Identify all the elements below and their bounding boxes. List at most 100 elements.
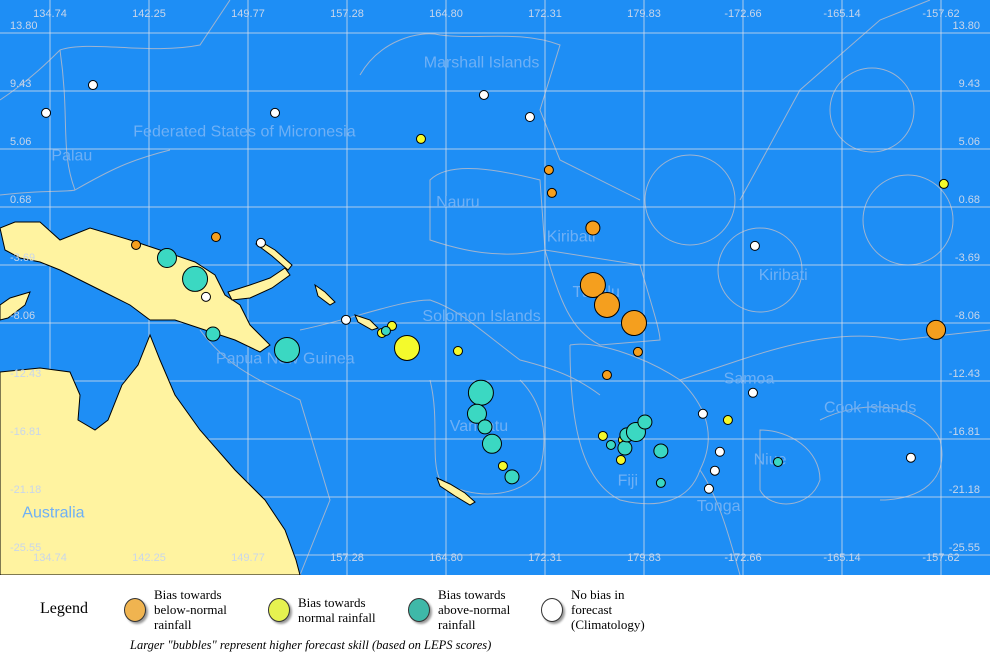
landmasses bbox=[0, 221, 476, 575]
latitude-label: 5.06 bbox=[10, 136, 31, 148]
station-bubble-none bbox=[255, 237, 266, 248]
legend-item-below-normal: Bias towards below-normal rainfall bbox=[124, 587, 227, 632]
station-bubble-below bbox=[620, 310, 647, 336]
longitude-label: 134.74 bbox=[33, 552, 67, 564]
new-britain bbox=[227, 267, 291, 301]
station-bubble-above bbox=[380, 325, 391, 336]
country-label: Palau bbox=[51, 147, 92, 164]
latitude-label: 5.06 bbox=[959, 136, 980, 148]
station-bubble-below bbox=[546, 187, 557, 198]
station-bubble-below bbox=[632, 346, 643, 357]
station-bubble-normal bbox=[938, 178, 949, 189]
station-bubble-normal bbox=[722, 415, 733, 426]
legend-item-above-normal: Bias towards above-normal rainfall bbox=[408, 587, 510, 632]
country-label: Marshall Islands bbox=[424, 55, 540, 72]
longitude-label: -157.62 bbox=[922, 8, 959, 20]
latitude-label: -8.06 bbox=[955, 310, 980, 322]
station-bubble-normal bbox=[615, 454, 626, 465]
solomon-islands bbox=[354, 314, 379, 331]
station-bubble-none bbox=[697, 408, 708, 419]
latitude-label: 9.43 bbox=[959, 78, 980, 90]
station-bubble-none bbox=[709, 465, 720, 476]
country-label: Fiji bbox=[618, 473, 638, 490]
station-bubble-below bbox=[585, 220, 601, 236]
country-label: Tonga bbox=[697, 498, 741, 515]
station-bubble-none bbox=[41, 107, 52, 118]
station-bubble-none bbox=[524, 112, 535, 123]
legend: Legend Bias towards below-normal rainfal… bbox=[0, 575, 990, 658]
legend-label: Bias towards normal rainfall bbox=[298, 595, 376, 625]
new-caledonia bbox=[436, 477, 476, 506]
legend-item-no-bias: No bias in forecast (Climatology) bbox=[541, 587, 645, 632]
station-bubble-above bbox=[605, 439, 616, 450]
station-bubble-above bbox=[467, 379, 494, 406]
latitude-label: -21.18 bbox=[10, 484, 41, 496]
longitude-label: -172.66 bbox=[724, 8, 761, 20]
longitude-label: 149.77 bbox=[231, 8, 265, 20]
country-label: Samoa bbox=[724, 370, 775, 387]
station-bubble-none bbox=[747, 387, 758, 398]
station-bubble-none bbox=[905, 452, 916, 463]
station-bubble-normal bbox=[497, 460, 508, 471]
country-label: Kiribati bbox=[759, 267, 808, 284]
station-bubble-above bbox=[772, 456, 783, 467]
latitude-label: -25.55 bbox=[949, 542, 980, 554]
teal-bubble-icon bbox=[408, 597, 430, 622]
bougainville bbox=[314, 283, 336, 306]
station-bubble-above bbox=[182, 265, 209, 292]
country-label: Federated States of Micronesia bbox=[133, 124, 355, 141]
latitude-label: -12.43 bbox=[10, 368, 41, 380]
station-bubble-above bbox=[504, 469, 520, 485]
longitude-label: -172.66 bbox=[724, 552, 761, 564]
station-bubble-below bbox=[601, 370, 612, 381]
longitude-label: 134.74 bbox=[33, 8, 67, 20]
station-bubble-above bbox=[477, 419, 493, 435]
station-bubble-below bbox=[543, 164, 554, 175]
legend-label: Bias towards below-normal rainfall bbox=[154, 587, 227, 632]
station-bubble-below bbox=[926, 319, 947, 340]
station-bubble-above bbox=[655, 477, 666, 488]
country-label: Cook Islands bbox=[824, 400, 917, 417]
longitude-label: 179.83 bbox=[627, 8, 661, 20]
latitude-label: -3.69 bbox=[955, 252, 980, 264]
latitude-label: 9.43 bbox=[10, 78, 31, 90]
longitude-label: -165.14 bbox=[823, 552, 860, 564]
station-bubble-below bbox=[579, 272, 606, 299]
rainfall-bias-map: 134.74 134.74 142.25 142.25 149.77 149.77 157.… bbox=[0, 0, 990, 575]
latitude-label: 0.68 bbox=[10, 194, 31, 206]
longitude-label: 142.25 bbox=[132, 552, 166, 564]
station-bubbles bbox=[41, 80, 949, 494]
longitude-label: 179.83 bbox=[627, 552, 661, 564]
latitude-label: 13.80 bbox=[10, 20, 38, 32]
latitude-label: -16.81 bbox=[10, 426, 41, 438]
station-bubble-above bbox=[466, 403, 487, 424]
station-bubble-above bbox=[617, 440, 633, 456]
longitude-label: 142.25 bbox=[132, 8, 166, 20]
latitude-label: -25.55 bbox=[10, 542, 41, 554]
latitude-label: -12.43 bbox=[949, 368, 980, 380]
country-labels: Marshall Islands Federated States of Micr… bbox=[22, 55, 916, 522]
station-bubble-none bbox=[200, 291, 211, 302]
longitude-label: 172.31 bbox=[528, 8, 562, 20]
legend-note: Larger "bubbles" represent higher foreca… bbox=[130, 638, 492, 652]
latitude-label: -21.18 bbox=[949, 484, 980, 496]
longitude-label: -165.14 bbox=[823, 8, 860, 20]
longitude-label: 164.80 bbox=[429, 552, 463, 564]
eez-boundaries bbox=[0, 0, 990, 575]
latitude-label: -3.69 bbox=[10, 252, 35, 264]
latitude-label: 0.68 bbox=[959, 194, 980, 206]
legend-label: No bias in forecast (Climatology) bbox=[571, 587, 645, 632]
legend-item-normal: Bias towards normal rainfall bbox=[268, 595, 376, 625]
white-bubble-icon bbox=[541, 597, 563, 622]
longitude-label: 157.28 bbox=[330, 552, 364, 564]
station-bubble-none bbox=[714, 446, 725, 457]
new-guinea bbox=[0, 221, 271, 353]
station-bubble-above bbox=[481, 433, 502, 454]
longitude-label: 157.28 bbox=[330, 8, 364, 20]
station-bubble-below bbox=[131, 239, 142, 250]
station-bubble-below bbox=[593, 291, 620, 318]
station-bubble-normal bbox=[394, 334, 421, 361]
country-label: Nauru bbox=[436, 194, 480, 211]
longitude-label: 149.77 bbox=[231, 552, 265, 564]
station-bubble-below bbox=[210, 231, 221, 242]
